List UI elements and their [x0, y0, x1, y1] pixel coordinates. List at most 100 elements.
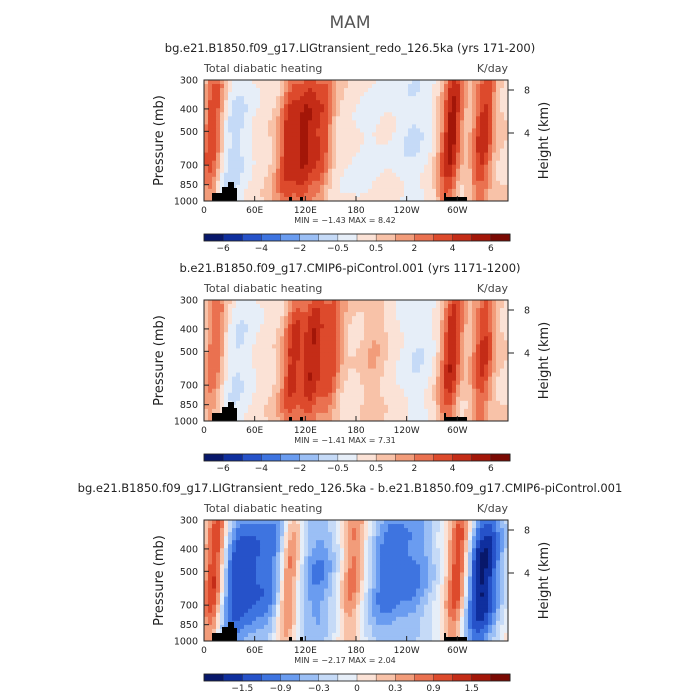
heatmap-cell [280, 416, 285, 421]
heatmap-cell [428, 352, 433, 357]
heatmap-cell [232, 324, 237, 329]
heatmap-cell [324, 180, 329, 186]
heatmap-cell [208, 360, 213, 365]
heatmap-cell [312, 88, 317, 93]
heatmap-cell [444, 384, 449, 390]
heatmap-cell [276, 80, 281, 85]
heatmap-cell [372, 148, 377, 153]
heatmap-cell [492, 80, 497, 85]
heatmap-cell [304, 100, 309, 105]
heatmap-cell [244, 128, 249, 133]
heatmap-cell [312, 396, 317, 402]
heatmap-cell [500, 524, 505, 529]
heatmap-cell [228, 300, 233, 305]
heatmap-cell [452, 356, 457, 361]
heatmap-cell [360, 80, 365, 85]
heatmap-cell [252, 172, 257, 178]
heatmap-cell [340, 348, 345, 353]
heatmap-cell [232, 376, 237, 382]
heatmap-cell [448, 168, 453, 174]
heatmap-cell [468, 416, 473, 421]
heatmap-cell [448, 404, 453, 410]
heatmap-cell [464, 124, 469, 129]
heatmap-cell [252, 384, 257, 390]
heatmap-cell [352, 336, 357, 341]
heatmap-cell [332, 144, 337, 149]
heatmap-cell [372, 524, 377, 529]
y-tick-label: 500 [180, 127, 198, 138]
heatmap-cell [408, 152, 413, 158]
heatmap-cell [308, 148, 313, 153]
heatmap-cell [260, 340, 265, 345]
heatmap-cell [268, 84, 273, 89]
heatmap-cell [396, 84, 401, 89]
heatmap-cell [288, 84, 293, 89]
heatmap-cell [276, 140, 281, 145]
y-tick-label: 1000 [174, 417, 198, 428]
heatmap-cell [356, 96, 361, 101]
heatmap-cell [368, 356, 373, 361]
heatmap-cell [232, 392, 237, 398]
heatmap-cell [308, 392, 313, 398]
heatmap-cell [360, 92, 365, 97]
heatmap-cell [320, 372, 325, 378]
heatmap-cell [468, 400, 473, 406]
heatmap-cell [260, 316, 265, 321]
heatmap-cell [408, 172, 413, 178]
heatmap-cell [308, 192, 313, 198]
heatmap-cell [352, 116, 357, 121]
heatmap-cell [324, 304, 329, 309]
heatmap-cell [224, 112, 229, 117]
heatmap-cell [344, 184, 349, 190]
heatmap-cell [452, 112, 457, 117]
heatmap-cell [244, 332, 249, 337]
heatmap-cell [220, 144, 225, 149]
heatmap-cell [464, 376, 469, 382]
heatmap-cell [472, 408, 477, 414]
heatmap-cell [220, 384, 225, 390]
heatmap-cell [216, 328, 221, 333]
heatmap-cell [404, 88, 409, 93]
heatmap-cell [376, 164, 381, 170]
heatmap-cell [420, 300, 425, 305]
heatmap-cell [204, 360, 209, 365]
heatmap-cell [396, 392, 401, 398]
heatmap-cell [256, 144, 261, 149]
heatmap-cell [468, 92, 473, 97]
colorbar-swatch [395, 233, 415, 242]
heatmap-cell [396, 112, 401, 117]
heatmap-cell [312, 152, 317, 158]
heatmap-cell [228, 352, 233, 357]
heatmap-cell [244, 396, 249, 402]
heatmap-cell [216, 92, 221, 97]
heatmap-cell [308, 388, 313, 394]
heatmap-cell [276, 116, 281, 121]
heatmap-cell [356, 112, 361, 117]
heatmap-cell [364, 384, 369, 390]
heatmap-cell [332, 400, 337, 406]
heatmap-cell [288, 132, 293, 137]
heatmap-cell [236, 312, 241, 317]
heatmap-cell [280, 396, 285, 402]
heatmap-cell [228, 160, 233, 166]
heatmap-cell [252, 352, 257, 357]
colorbar-swatch [356, 233, 377, 242]
heatmap-cell [296, 80, 301, 85]
heatmap-cell [376, 312, 381, 317]
heatmap-cell [444, 116, 449, 121]
heatmap-cell [412, 396, 417, 402]
heatmap-cell [352, 392, 357, 398]
heatmap-cell [304, 528, 309, 533]
heatmap-cell [372, 308, 377, 313]
heatmap-cell [352, 120, 357, 125]
heatmap-cell [444, 412, 449, 418]
heatmap-cell [336, 352, 341, 357]
heatmap-cell [484, 180, 489, 186]
heatmap-cell [444, 372, 449, 378]
heatmap-cell [364, 152, 369, 158]
heatmap-cell [424, 376, 429, 382]
heatmap-cell [456, 184, 461, 190]
heatmap-cell [272, 124, 277, 129]
heatmap-cell [464, 100, 469, 105]
heatmap-cell [488, 112, 493, 117]
